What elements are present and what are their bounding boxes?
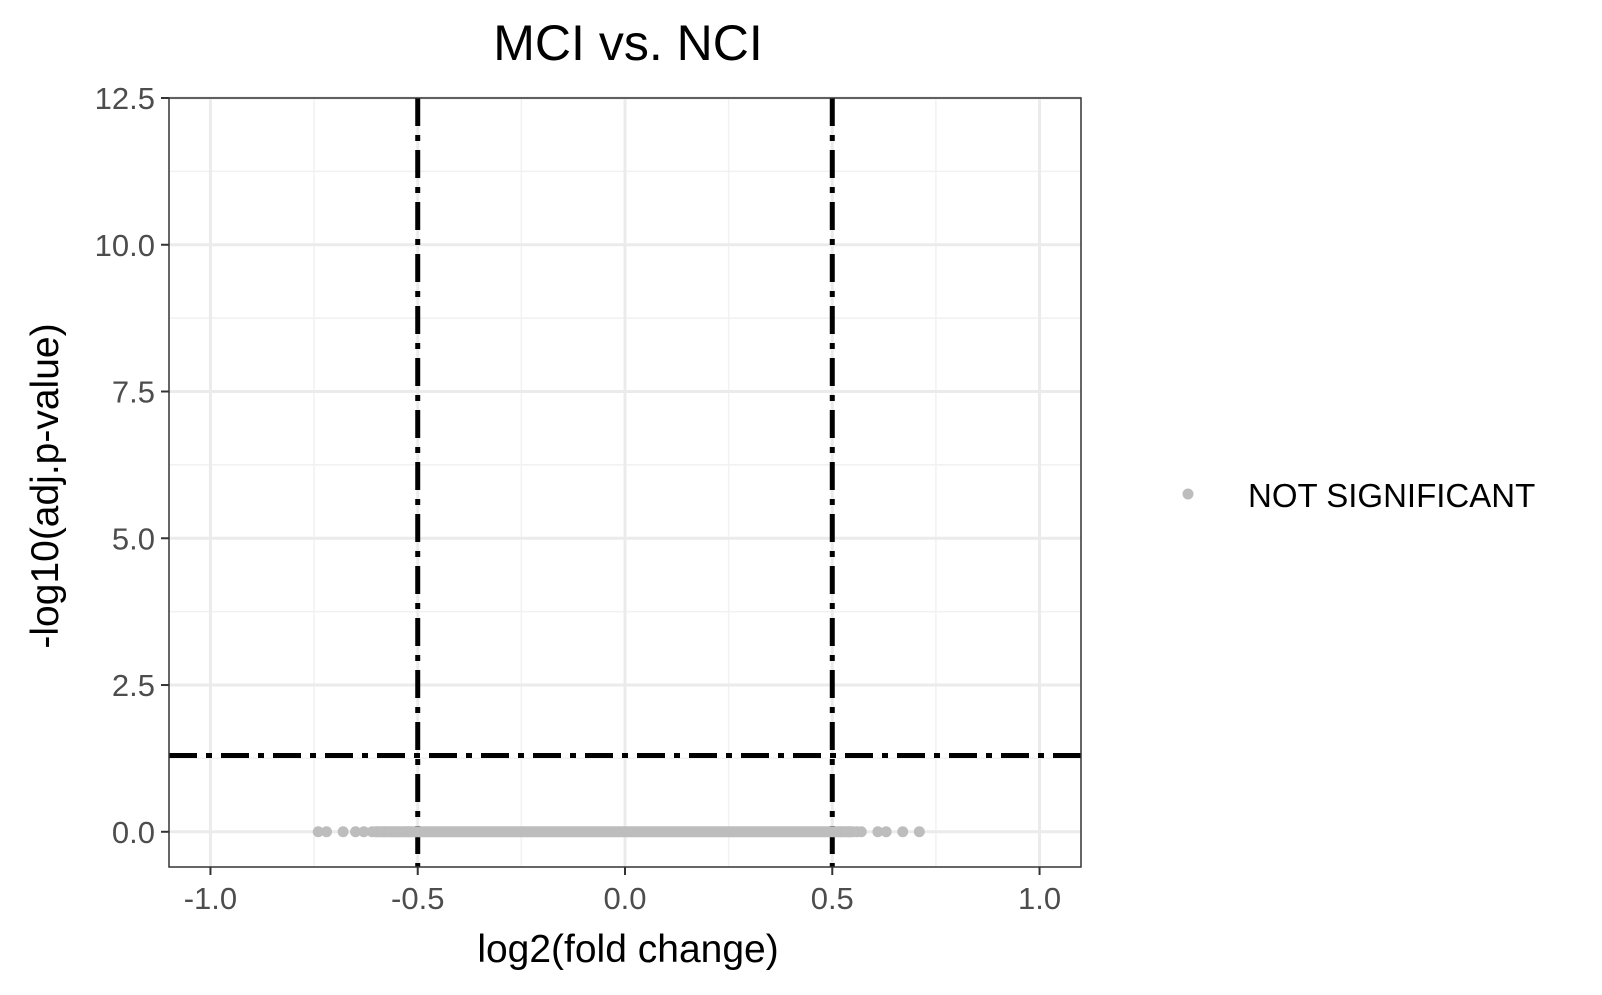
data-point [855, 826, 867, 838]
data-point [880, 826, 892, 838]
x-axis: -1.0 -0.5 0.0 0.5 1.0 [184, 867, 1061, 916]
y-axis: 0.0 2.5 5.0 7.5 10.0 12.5 [95, 81, 169, 850]
x-axis-label: log2(fold change) [477, 928, 778, 971]
data-point [321, 826, 333, 838]
data-points [312, 826, 925, 838]
data-point [872, 826, 884, 838]
data-point [379, 826, 391, 838]
y-axis-label: -log10(adj.p-value) [24, 323, 67, 648]
legend-swatch-not-significant [1182, 488, 1194, 500]
data-point [843, 826, 855, 838]
y-tick-label: 12.5 [95, 81, 155, 116]
threshold-lines [169, 98, 1081, 867]
x-tick-label: 0.5 [811, 881, 854, 916]
data-point [913, 826, 925, 838]
chart-title: MCI vs. NCI [493, 15, 762, 71]
y-tick-label: 10.0 [95, 228, 155, 263]
grid-lines [169, 96, 1081, 867]
data-point [391, 826, 403, 838]
data-point [370, 826, 382, 838]
data-point [337, 826, 349, 838]
data-point [358, 826, 370, 838]
data-point [835, 826, 847, 838]
x-tick-label: -1.0 [184, 881, 237, 916]
data-point [403, 826, 415, 838]
data-point [897, 826, 909, 838]
y-tick-label: 7.5 [112, 375, 155, 410]
y-tick-label: 5.0 [112, 521, 155, 556]
data-point [312, 826, 324, 838]
y-tick-label: 2.5 [112, 668, 155, 703]
y-tick-label: 0.0 [112, 815, 155, 850]
x-tick-label: 1.0 [1018, 881, 1061, 916]
x-tick-label: -0.5 [391, 881, 444, 916]
x-tick-label: 0.0 [603, 881, 646, 916]
data-point [350, 826, 362, 838]
legend-label-not-significant: NOT SIGNIFICANT [1248, 477, 1535, 514]
legend: NOT SIGNIFICANT [1182, 477, 1535, 514]
